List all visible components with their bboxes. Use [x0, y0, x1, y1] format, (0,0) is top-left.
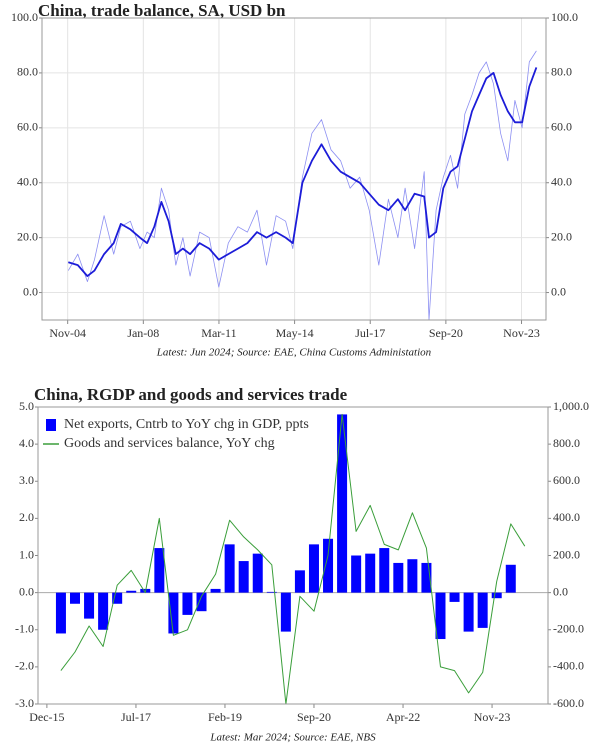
bar [477, 592, 488, 628]
y-tick-label: 0.0 [19, 584, 34, 598]
bar [182, 592, 193, 615]
bar [112, 592, 123, 604]
y2-tick-label: 400.0 [553, 510, 580, 524]
y-tick-label: 3.0 [19, 473, 34, 487]
y-tick-label: 60.0 [17, 120, 38, 134]
line-series [67, 50, 537, 321]
y2-tick-label: 80.0 [551, 65, 572, 79]
y2-tick-label: -400.0 [553, 659, 584, 673]
x-tick-label: Nov-04 [49, 326, 86, 340]
y-tick-label: -1.0 [15, 622, 34, 636]
bar [266, 591, 277, 593]
plot-frame [41, 17, 547, 321]
y2-tick-label: 40.0 [551, 174, 572, 188]
chart-note: Latest: Jun 2024; Source: EAE, China Cus… [156, 347, 432, 359]
y2-tick-label: 0.0 [553, 584, 568, 598]
bar [435, 592, 446, 640]
bar [505, 564, 516, 593]
y-tick-label: -2.0 [15, 659, 34, 673]
y-tick-label: 80.0 [17, 65, 38, 79]
bar [238, 561, 249, 593]
bar [55, 592, 66, 634]
bar [351, 555, 362, 593]
x-tick-label: Mar-11 [201, 326, 236, 340]
bar [379, 548, 390, 593]
bar [463, 592, 474, 632]
y-tick-label: 1.0 [19, 547, 34, 561]
x-tick-label: May-14 [276, 326, 314, 340]
y2-tick-label: 1,000.0 [553, 399, 589, 413]
bar [126, 590, 137, 593]
y-tick-label: 20.0 [17, 229, 38, 243]
legend-label: Goods and services balance, YoY chg [64, 436, 275, 451]
bar [337, 414, 348, 593]
x-tick-label: Sep-20 [297, 710, 331, 724]
y2-tick-label: 600.0 [553, 473, 580, 487]
x-tick-label: Feb-19 [208, 710, 242, 724]
chart-title: China, RGDP and goods and services trade [34, 385, 348, 404]
y-tick-label: 2.0 [19, 510, 34, 524]
bar [407, 559, 418, 593]
x-tick-label: Dec-15 [29, 710, 64, 724]
y-tick-label: 0.0 [23, 284, 38, 298]
y2-tick-label: 0.0 [551, 284, 566, 298]
y2-tick-label: -600.0 [553, 696, 584, 710]
bar [449, 592, 460, 602]
bar [168, 592, 179, 634]
y-tick-label: -3.0 [15, 696, 34, 710]
line-series [68, 67, 538, 277]
x-tick-label: Jul-17 [121, 710, 151, 724]
chart-title: China, trade balance, SA, USD bn [38, 1, 286, 20]
bar [294, 570, 305, 593]
bar [154, 548, 165, 593]
chart-note: Latest: Mar 2024; Source: EAE, NBS [209, 732, 376, 744]
bar [69, 592, 80, 604]
y2-tick-label: 100.0 [551, 10, 578, 24]
y-tick-label: 5.0 [19, 399, 34, 413]
bar [210, 588, 221, 593]
bar [280, 592, 291, 632]
x-tick-label: Jan-08 [127, 326, 159, 340]
y2-tick-label: 200.0 [553, 547, 580, 561]
y-tick-label: 4.0 [19, 436, 34, 450]
y2-tick-label: -200.0 [553, 622, 584, 636]
x-tick-label: Nov-23 [474, 710, 511, 724]
x-tick-label: Sep-20 [429, 326, 463, 340]
bar [323, 538, 334, 593]
plot-frame [37, 406, 549, 705]
bar [421, 562, 432, 593]
y2-tick-label: 60.0 [551, 120, 572, 134]
x-tick-label: Nov-23 [503, 326, 540, 340]
bar [224, 544, 235, 593]
x-tick-label: Apr-22 [386, 710, 420, 724]
bar [491, 592, 502, 599]
legend-swatch [46, 419, 56, 431]
bar [98, 592, 109, 630]
bar [308, 544, 319, 593]
bar [393, 562, 404, 593]
y2-tick-label: 20.0 [551, 229, 572, 243]
y-tick-label: 100.0 [11, 10, 38, 24]
bar [252, 553, 263, 593]
x-tick-label: Jul-17 [355, 326, 385, 340]
bar [196, 592, 207, 612]
line-series [60, 413, 526, 705]
legend-label: Net exports, Cntrb to YoY chg in GDP, pp… [64, 417, 309, 432]
bar [84, 592, 95, 619]
bar [365, 553, 376, 593]
y2-tick-label: 800.0 [553, 436, 580, 450]
y-tick-label: 40.0 [17, 174, 38, 188]
